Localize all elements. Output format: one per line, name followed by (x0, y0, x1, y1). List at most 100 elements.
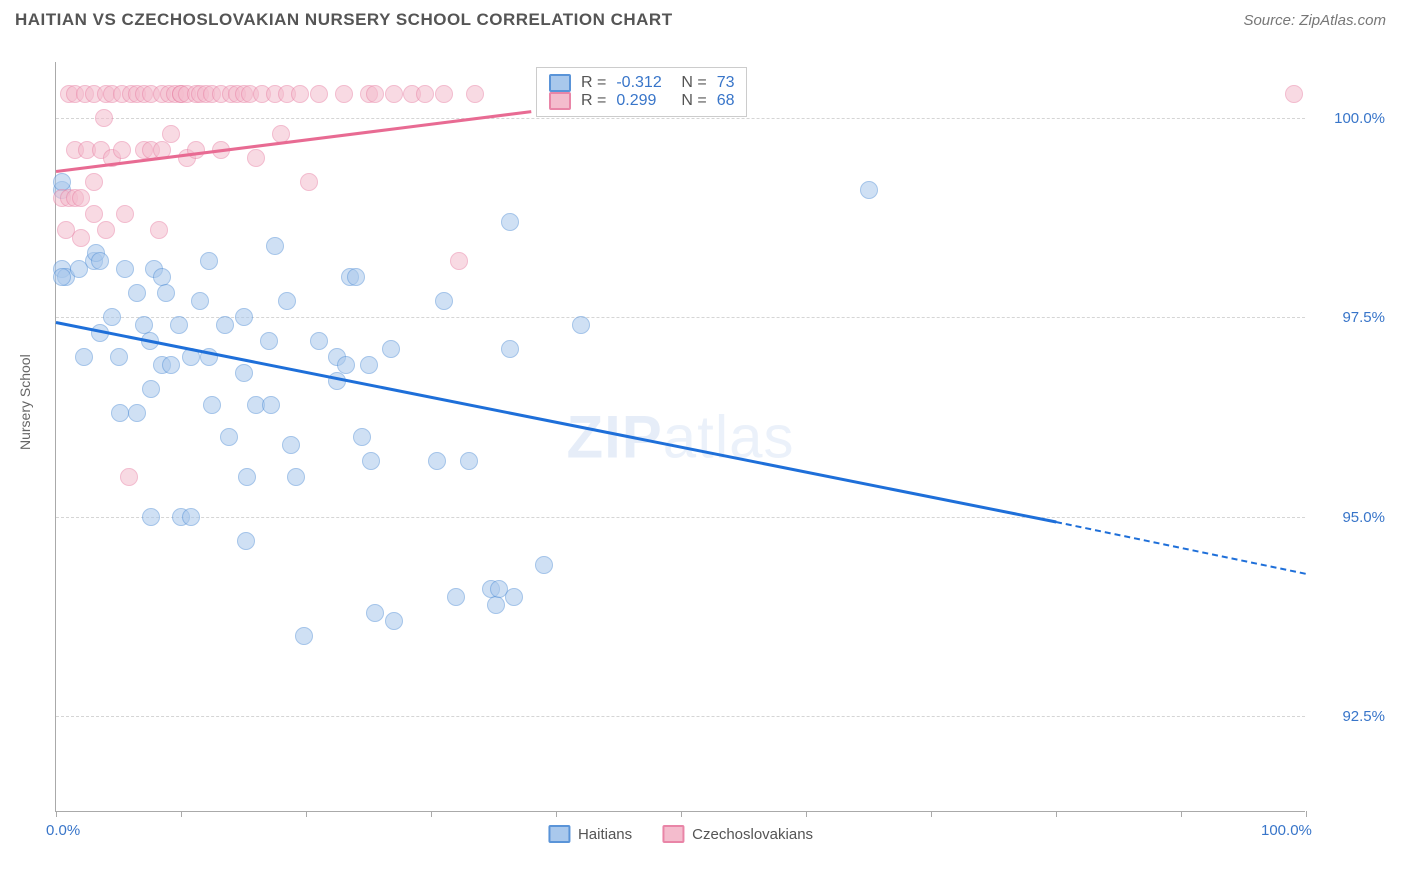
legend-label: Czechoslovakians (692, 826, 813, 843)
scatter-point (247, 149, 265, 167)
legend-swatch (548, 825, 570, 843)
y-tick-label: 92.5% (1310, 708, 1385, 725)
chart-container: ZIPatlas 92.5%95.0%97.5%100.0%0.0%100.0%… (15, 42, 1391, 862)
scatter-point (366, 604, 384, 622)
scatter-point (335, 85, 353, 103)
x-tick-mark (681, 811, 682, 817)
scatter-point (382, 340, 400, 358)
r-value: 0.299 (616, 92, 671, 110)
scatter-point (282, 436, 300, 454)
x-tick-mark (556, 811, 557, 817)
scatter-point (416, 85, 434, 103)
scatter-point (116, 205, 134, 223)
scatter-point (435, 292, 453, 310)
scatter-point (200, 252, 218, 270)
scatter-point (291, 85, 309, 103)
scatter-point (385, 612, 403, 630)
scatter-point (85, 205, 103, 223)
scatter-point (460, 452, 478, 470)
scatter-point (128, 284, 146, 302)
scatter-point (310, 332, 328, 350)
grid-line (56, 716, 1305, 717)
grid-line (56, 517, 1305, 518)
scatter-point (203, 396, 221, 414)
scatter-point (535, 556, 553, 574)
x-tick-mark (181, 811, 182, 817)
scatter-point (153, 268, 171, 286)
scatter-point (150, 221, 168, 239)
scatter-point (142, 508, 160, 526)
scatter-point (75, 348, 93, 366)
x-tick-mark (1056, 811, 1057, 817)
legend-label: Haitians (578, 826, 632, 843)
trend-line (1056, 521, 1306, 575)
scatter-point (860, 181, 878, 199)
legend-item: Haitians (548, 825, 632, 843)
scatter-point (353, 428, 371, 446)
scatter-point (157, 284, 175, 302)
scatter-point (278, 292, 296, 310)
legend-item: Czechoslovakians (662, 825, 813, 843)
scatter-point (103, 308, 121, 326)
scatter-point (501, 340, 519, 358)
scatter-point (310, 85, 328, 103)
scatter-point (428, 452, 446, 470)
scatter-point (347, 268, 365, 286)
scatter-point (111, 404, 129, 422)
series-swatch (549, 74, 571, 92)
scatter-point (385, 85, 403, 103)
scatter-point (235, 364, 253, 382)
scatter-point (295, 627, 313, 645)
legend-swatch (662, 825, 684, 843)
scatter-point (91, 252, 109, 270)
scatter-point (237, 532, 255, 550)
scatter-point (72, 189, 90, 207)
scatter-point (142, 380, 160, 398)
stats-row: R = -0.312N = 73 (549, 74, 734, 92)
y-tick-label: 95.0% (1310, 509, 1385, 526)
chart-source: Source: ZipAtlas.com (1243, 12, 1386, 29)
scatter-point (450, 252, 468, 270)
scatter-point (182, 508, 200, 526)
scatter-point (85, 173, 103, 191)
trend-line (56, 110, 531, 172)
trend-line (56, 321, 1056, 523)
scatter-point (97, 221, 115, 239)
n-value: 68 (717, 92, 735, 110)
scatter-point (162, 356, 180, 374)
y-axis-label: Nursery School (17, 354, 33, 450)
scatter-point (337, 356, 355, 374)
x-tick-mark (431, 811, 432, 817)
scatter-point (235, 308, 253, 326)
scatter-point (466, 85, 484, 103)
scatter-point (187, 141, 205, 159)
scatter-point (287, 468, 305, 486)
scatter-point (120, 468, 138, 486)
legend: Haitians Czechoslovakians (548, 825, 813, 843)
scatter-point (216, 316, 234, 334)
scatter-point (53, 268, 71, 286)
stats-box: R = -0.312N = 73R = 0.299N = 68 (536, 67, 747, 117)
y-tick-label: 100.0% (1310, 110, 1385, 127)
scatter-point (266, 237, 284, 255)
scatter-point (238, 468, 256, 486)
scatter-point (128, 404, 146, 422)
scatter-point (435, 85, 453, 103)
x-tick-mark (931, 811, 932, 817)
stats-row: R = 0.299N = 68 (549, 92, 734, 110)
scatter-point (360, 356, 378, 374)
x-tick-label: 100.0% (1261, 822, 1312, 839)
scatter-point (1285, 85, 1303, 103)
chart-title: HAITIAN VS CZECHOSLOVAKIAN NURSERY SCHOO… (15, 10, 673, 30)
scatter-point (260, 332, 278, 350)
scatter-point (501, 213, 519, 231)
scatter-point (170, 316, 188, 334)
x-tick-mark (56, 811, 57, 817)
x-tick-mark (1306, 811, 1307, 817)
scatter-point (505, 588, 523, 606)
scatter-point (447, 588, 465, 606)
scatter-point (95, 109, 113, 127)
scatter-point (366, 85, 384, 103)
scatter-point (162, 125, 180, 143)
series-swatch (549, 92, 571, 110)
